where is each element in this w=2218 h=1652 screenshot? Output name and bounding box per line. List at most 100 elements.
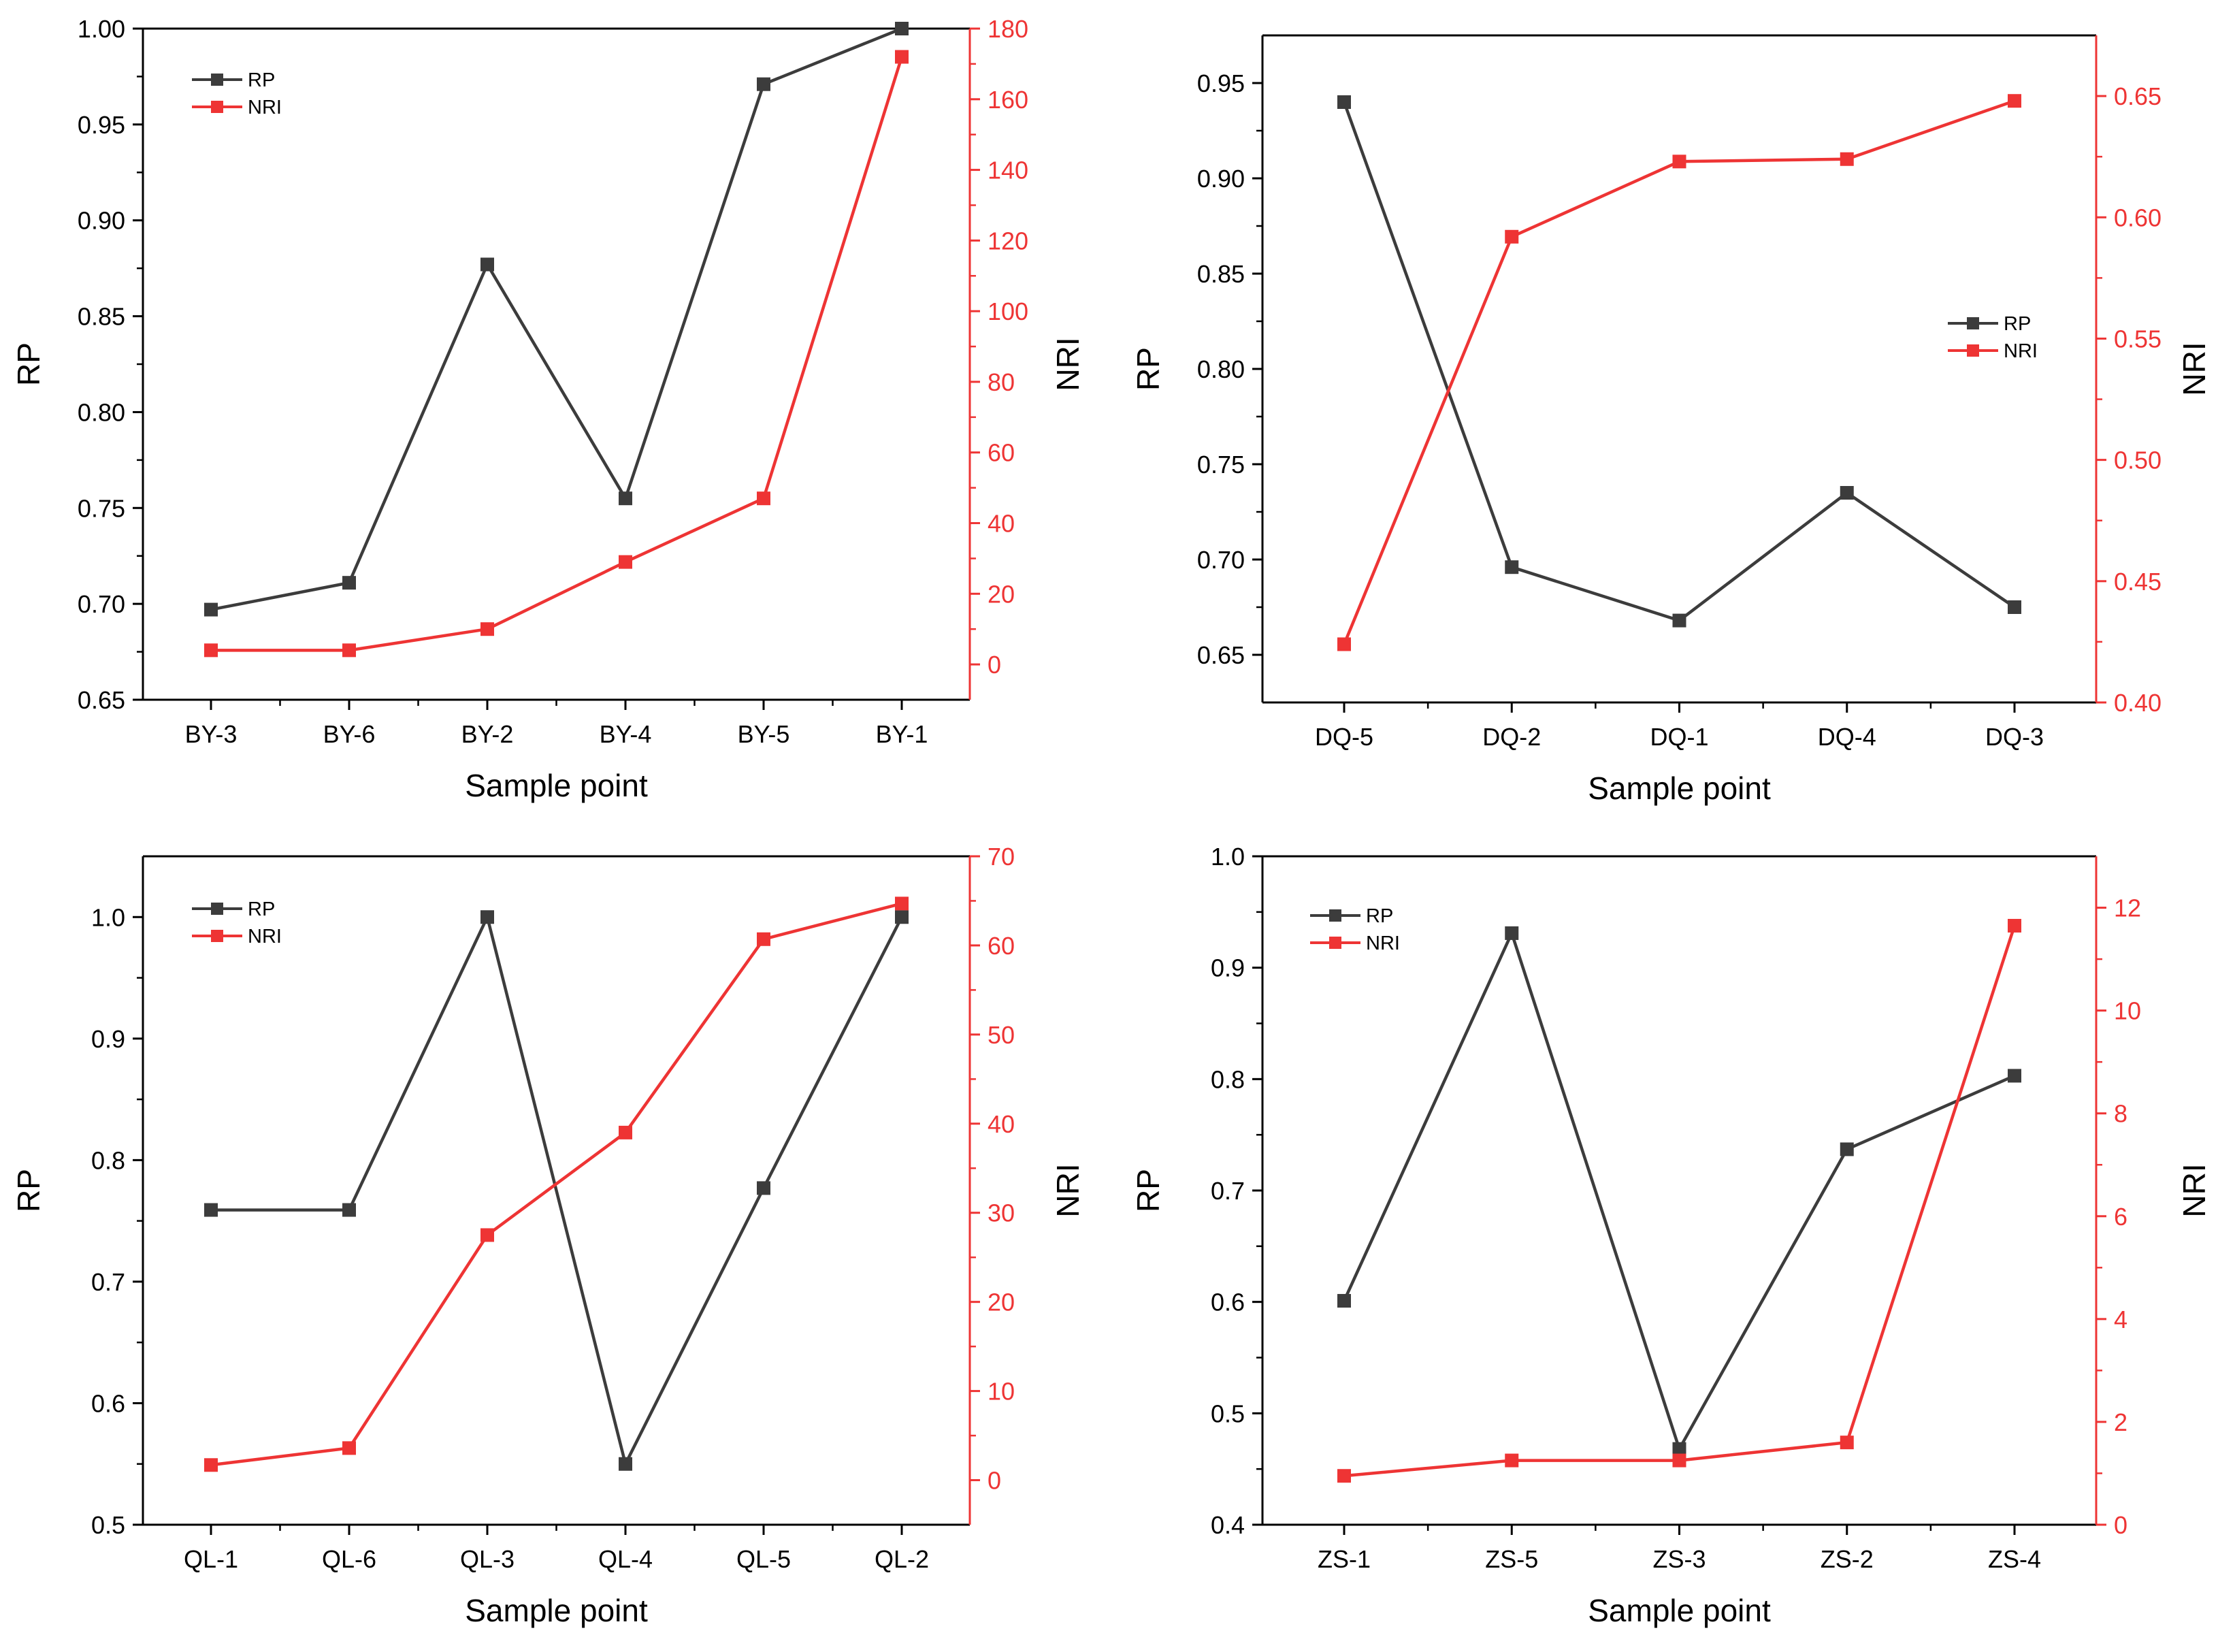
y2-tick-label: 2	[2114, 1408, 2127, 1436]
y-tick-label: 0.85	[1197, 260, 1245, 288]
rp-data-point	[1505, 926, 1519, 940]
x-tick-label: ZS-5	[1485, 1545, 1538, 1573]
y-tick-label: 0.65	[1197, 641, 1245, 669]
nri-data-point	[1840, 152, 1854, 166]
nri-data-point	[1505, 1453, 1519, 1468]
y2-tick-label: 60	[988, 439, 1015, 467]
y-tick-label: 0.95	[1197, 69, 1245, 97]
legend-rp-label: RP	[1366, 905, 1393, 927]
y2-tick-label: 12	[2114, 894, 2141, 922]
rp-data-point	[480, 257, 494, 272]
chart-dq: 0.65 0.70 0.75 0.80 0.85 0.90 0.95 0.40 0.45 0.50…	[1130, 34, 2212, 806]
legend: RP NRI	[192, 69, 282, 118]
nri-data-point	[2008, 918, 2021, 933]
legend: RP NRI	[192, 898, 282, 948]
nri-data-point	[1337, 1469, 1351, 1483]
y-tick-label: 0.4	[1211, 1511, 1245, 1539]
legend-nri-label: NRI	[1366, 933, 1400, 954]
nri-data-point	[342, 1441, 356, 1455]
legend-nri-marker	[1967, 344, 1979, 357]
y2-tick-label: 0.65	[2114, 82, 2162, 110]
rp-data-point	[1337, 1294, 1351, 1308]
rp-data-point	[342, 1203, 356, 1217]
y-axis-title: RP	[11, 342, 46, 386]
legend-nri-marker	[211, 101, 223, 113]
legend-nri-marker	[211, 930, 223, 942]
nri-data-point	[1337, 637, 1351, 651]
nri-series-line	[1342, 99, 2015, 645]
nri-data-point	[1505, 229, 1519, 244]
y-tick-label: 0.5	[1211, 1399, 1245, 1427]
legend-rp-marker	[1967, 317, 1979, 329]
legend-nri-label: NRI	[248, 926, 282, 948]
y2-tick-label: 120	[988, 227, 1028, 255]
y2-axis-title: NRI	[1050, 1163, 1086, 1217]
y2-axis-title: NRI	[2176, 1163, 2212, 1217]
nri-data-point	[480, 622, 494, 636]
nri-series-line	[1343, 925, 2017, 1478]
y-tick-label: 1.0	[91, 903, 125, 931]
nri-data-point	[204, 1458, 218, 1472]
rp-data-point	[757, 1181, 770, 1195]
rp-data-point	[2008, 600, 2021, 614]
y-tick-label: 0.8	[91, 1146, 125, 1174]
legend: RP NRI	[1310, 905, 1400, 954]
rp-data-point	[1840, 1142, 1854, 1156]
y-tick-label: 0.80	[78, 398, 125, 426]
x-tick-label: BY-1	[876, 720, 928, 748]
y-tick-label: 0.6	[91, 1389, 125, 1417]
x-tick-label: QL-4	[598, 1545, 653, 1573]
y2-tick-label: 100	[988, 297, 1028, 325]
y-tick-label: 0.80	[1197, 355, 1245, 383]
nri-data-point	[2008, 94, 2021, 108]
y2-tick-label: 20	[988, 580, 1015, 608]
y-tick-label: 0.70	[78, 590, 125, 618]
rp-data-point	[204, 1203, 218, 1217]
rp-data-point	[895, 22, 909, 35]
rp-data-point	[757, 77, 770, 91]
x-tick-label: BY-3	[185, 720, 238, 748]
y2-axis-title: NRI	[2176, 342, 2212, 395]
legend-rp-marker	[1329, 909, 1341, 922]
x-tick-label: BY-6	[323, 720, 376, 748]
rp-data-point	[619, 1457, 632, 1471]
y-tick-label: 0.85	[78, 303, 125, 331]
y-tick-label: 0.9	[1211, 954, 1245, 982]
y2-tick-label: 4	[2114, 1306, 2127, 1333]
y2-tick-label: 0.55	[2114, 325, 2162, 353]
rp-data-point	[480, 910, 494, 924]
y-tick-label: 0.7	[91, 1268, 125, 1296]
x-axis-title: Sample point	[465, 1593, 648, 1628]
y2-tick-label: 6	[2114, 1203, 2127, 1231]
nri-series-line	[210, 902, 902, 1467]
legend-rp-marker	[211, 74, 223, 86]
y-axis-title: RP	[11, 1169, 46, 1212]
y2-tick-label: 70	[988, 843, 1015, 871]
chart-ql: 0.5 0.6 0.7 0.8 0.9 1.0 0 10 20 30 40 50 60 70 QL-1 QL-…	[11, 843, 1086, 1628]
y-tick-label: 0.7	[1211, 1177, 1245, 1205]
x-tick-label: ZS-4	[1988, 1545, 2041, 1573]
y2-tick-label: 0.45	[2114, 568, 2162, 596]
y2-tick-label: 0.40	[2114, 689, 2162, 717]
y2-tick-label: 80	[988, 368, 1015, 396]
x-tick-label: QL-1	[184, 1545, 238, 1573]
nri-data-point	[480, 1228, 494, 1242]
rp-data-point	[1672, 613, 1686, 628]
y2-tick-label: 20	[988, 1289, 1015, 1316]
y2-tick-label: 0	[2114, 1511, 2127, 1539]
nri-data-point	[757, 491, 770, 506]
x-tick-label: ZS-2	[1821, 1545, 1874, 1573]
chart-by: 0.65 0.70 0.75 0.80 0.85 0.90 0.95 1.00 0 20 40 60 8…	[11, 15, 1086, 803]
x-tick-label: BY-5	[738, 720, 790, 748]
y-tick-label: 0.8	[1211, 1065, 1245, 1093]
legend-nri-marker	[1329, 937, 1341, 949]
x-tick-label: DQ-3	[1985, 723, 2044, 751]
y2-tick-label: 160	[988, 86, 1028, 114]
rp-series-line	[211, 916, 904, 1465]
y-tick-label: 0.90	[1197, 165, 1245, 193]
x-tick-label: QL-6	[322, 1545, 376, 1573]
legend-rp-label: RP	[248, 898, 275, 920]
y2-tick-label: 50	[988, 1021, 1015, 1049]
nri-data-point	[895, 50, 909, 64]
x-tick-label: ZS-1	[1318, 1545, 1371, 1573]
